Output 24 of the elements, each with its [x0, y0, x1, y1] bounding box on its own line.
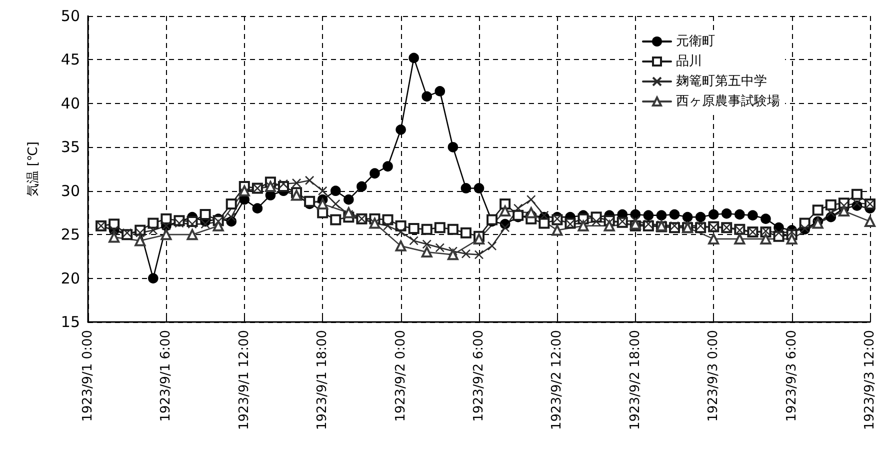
x-tick-label: 1923/9/2 18:00	[628, 330, 643, 430]
x-tick-label: 1923/9/1 12:00	[236, 330, 252, 430]
y-tick-label: 35	[60, 138, 80, 156]
x-tick-label: 1923/9/2 0:00	[393, 330, 408, 422]
x-tick-label: 1923/9/2 6:00	[472, 330, 486, 422]
y-tick-label: 25	[60, 226, 80, 244]
y-tick-label: 45	[60, 50, 80, 69]
y-tick-label: 30	[60, 182, 80, 200]
legend-label: 麹篭町第五中学	[676, 74, 767, 89]
x-tick-label: 1923/9/3 0:00	[706, 330, 722, 422]
x-tick-label: 1923/9/3 6:00	[784, 330, 800, 422]
y-tick-label: 20	[60, 269, 80, 288]
y-axis-title: 気温 [℃]	[26, 142, 41, 196]
y-tick-label: 15	[60, 313, 80, 331]
legend-label: 西ヶ原農事試験場	[676, 94, 780, 109]
x-tick-label: 1923/9/2 12:00	[550, 330, 565, 430]
legend-label: 品川	[676, 54, 702, 69]
y-tick-label: 50	[60, 7, 80, 25]
y-tick-label: 40	[60, 94, 80, 112]
legend-label: 元衛町	[676, 34, 715, 49]
x-tick-label: 1923/9/1 0:00	[80, 330, 96, 422]
x-tick-label: 1923/9/1 6:00	[158, 330, 174, 422]
x-tick-label: 1923/9/1 18:00	[315, 330, 330, 430]
x-tick-label: 1923/9/3 12:00	[862, 330, 878, 430]
